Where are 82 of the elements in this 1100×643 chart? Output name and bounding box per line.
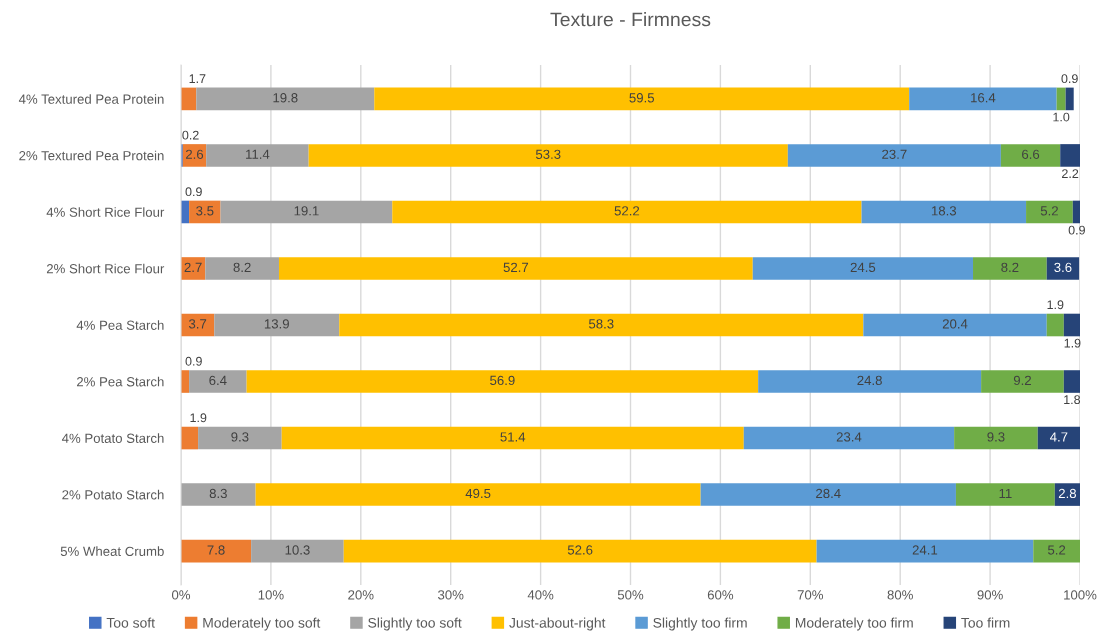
x-tick-label: 0% <box>171 590 191 600</box>
data-label: 0.9 <box>185 356 202 366</box>
y-tick-label: 2% Potato Starch <box>62 489 164 500</box>
x-tick-label: 80% <box>887 590 913 600</box>
data-label: 0.2 <box>182 130 199 140</box>
legend-label: Too firm <box>961 617 1010 628</box>
data-label: 23.4 <box>836 432 862 442</box>
chart-title: Texture - Firmness <box>550 12 711 27</box>
data-label: 0.9 <box>185 187 202 197</box>
data-label: 6.6 <box>1022 149 1040 159</box>
data-label: 19.1 <box>294 206 319 216</box>
data-label: 5.2 <box>1040 206 1058 216</box>
data-label: 28.4 <box>816 488 841 499</box>
data-label: 20.4 <box>942 319 968 329</box>
data-label: 59.5 <box>629 93 655 103</box>
data-label: 9.3 <box>231 432 249 442</box>
data-label: 11 <box>999 488 1012 498</box>
data-label: 52.6 <box>567 545 593 555</box>
data-label: 24.1 <box>912 545 938 555</box>
y-tick-label: 4% Pea Starch <box>76 320 164 330</box>
data-label: 8.3 <box>209 488 227 499</box>
data-label: 1.0 <box>1053 112 1070 122</box>
data-label: 52.7 <box>503 262 529 273</box>
data-label: 13.9 <box>264 319 289 329</box>
data-label: 3.6 <box>1054 262 1072 273</box>
data-label: 10.3 <box>285 545 310 555</box>
data-label: 1.9 <box>1047 300 1064 310</box>
data-label: 51.4 <box>500 432 526 442</box>
y-tick-label: 5% Wheat Crumb <box>60 546 164 556</box>
legend-label: Moderately too soft <box>203 617 321 631</box>
y-tick-label: 4% Short Rice Flour <box>46 207 165 217</box>
legend-label: Too soft <box>106 617 155 628</box>
data-label: 2.8 <box>1058 488 1077 499</box>
data-label: 24.8 <box>857 375 882 386</box>
data-label: 1.8 <box>1064 395 1081 405</box>
x-tick-label: 100% <box>1064 590 1097 600</box>
data-label: 3.5 <box>196 206 214 216</box>
data-label: 58.3 <box>588 319 614 329</box>
data-label: 2.7 <box>184 262 202 272</box>
data-label: 3.7 <box>188 319 207 329</box>
x-tick-label: 10% <box>258 590 284 600</box>
data-label: 24.5 <box>850 262 876 273</box>
x-tick-label: 90% <box>977 590 1003 600</box>
data-label: 2.2 <box>1062 169 1079 178</box>
data-label: 18.3 <box>931 206 957 216</box>
data-label: 11.4 <box>246 149 270 159</box>
data-label: 49.5 <box>465 488 491 499</box>
x-tick-label: 70% <box>797 590 824 600</box>
data-label: 1.9 <box>1064 338 1081 348</box>
data-label: 9.2 <box>1013 375 1031 386</box>
x-tick-label: 30% <box>438 590 464 600</box>
data-label: 7.8 <box>207 545 225 555</box>
data-label: 9.3 <box>987 432 1005 442</box>
data-label: 1.9 <box>190 413 207 423</box>
data-label: 0.9 <box>1061 74 1078 84</box>
x-tick-label: 50% <box>617 590 644 600</box>
y-tick-label: 4% Textured Pea Protein <box>18 94 164 104</box>
data-label: 23.7 <box>882 149 907 159</box>
y-tick-label: 4% Potato Starch <box>61 433 164 443</box>
y-tick-label: 2% Pea Starch <box>76 376 164 387</box>
data-label: 19.8 <box>273 93 298 103</box>
data-label: 1.7 <box>189 74 206 83</box>
data-label: 8.2 <box>1001 262 1019 273</box>
data-label: 5.2 <box>1047 545 1066 555</box>
legend-label: Moderately too firm <box>795 617 913 631</box>
legend-label: Slightly too firm <box>653 617 747 631</box>
x-tick-label: 40% <box>527 590 554 600</box>
legend-label: Just-about-right <box>509 617 606 631</box>
data-label: 16.4 <box>971 93 996 103</box>
data-label: 56.9 <box>490 375 515 386</box>
data-label: 6.4 <box>209 375 227 386</box>
data-label: 0.9 <box>1068 225 1085 235</box>
data-label: 4.7 <box>1050 432 1068 442</box>
x-tick-label: 20% <box>348 590 374 600</box>
x-tick-label: 60% <box>707 590 734 600</box>
y-tick-label: 2% Short Rice Flour <box>46 263 165 274</box>
data-label: 2.6 <box>185 149 204 159</box>
legend-label: Slightly too soft <box>368 617 462 631</box>
y-tick-label: 2% Textured Pea Protein <box>19 150 164 161</box>
data-label: 52.2 <box>614 206 640 216</box>
data-label: 8.2 <box>233 262 251 273</box>
data-label: 53.3 <box>535 149 561 159</box>
